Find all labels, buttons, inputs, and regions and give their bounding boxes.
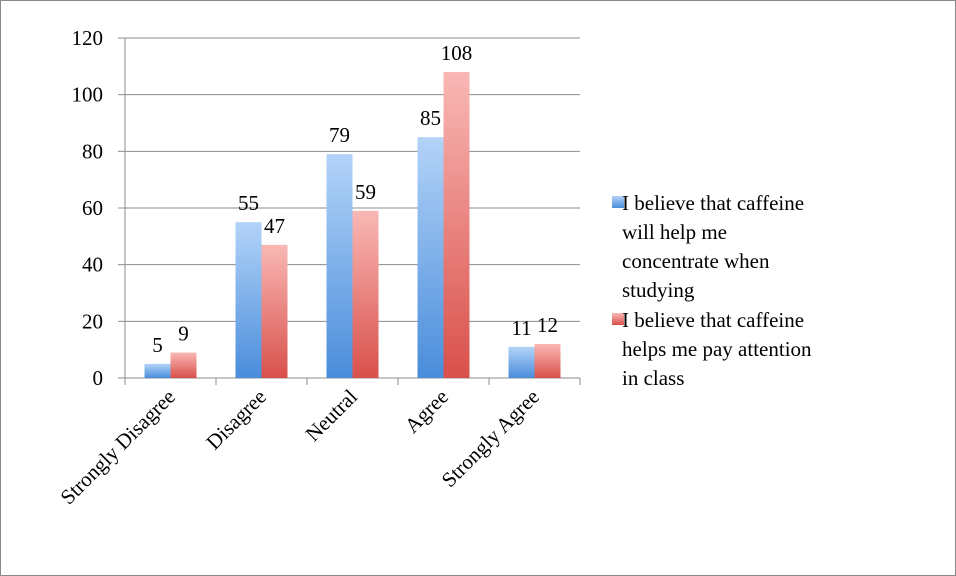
legend-label: I believe that caffeine will help me con…	[622, 191, 805, 302]
legend-swatch	[612, 196, 624, 208]
y-tick-label: 40	[82, 253, 103, 277]
y-tick-label: 100	[72, 83, 104, 107]
y-tick-label: 120	[72, 26, 104, 50]
legend-label: I believe that caffeine helps me pay att…	[622, 308, 812, 390]
x-tick-label: Agree	[400, 385, 453, 438]
data-label: 55	[238, 191, 259, 215]
bar	[326, 154, 353, 378]
data-label: 79	[329, 123, 350, 147]
bar	[534, 344, 561, 378]
y-tick-label: 80	[82, 139, 103, 163]
x-tick-label: Strongly Agree	[437, 385, 544, 492]
bar	[417, 137, 444, 378]
data-label: 9	[178, 322, 189, 346]
bar	[235, 222, 262, 378]
bar	[352, 210, 379, 378]
data-label: 59	[355, 180, 376, 204]
bar	[261, 244, 288, 378]
y-tick-label: 20	[82, 309, 103, 333]
bar	[170, 352, 197, 378]
data-label: 12	[537, 313, 558, 337]
data-label: 108	[441, 41, 473, 65]
x-tick-label: Neutral	[301, 384, 363, 446]
legend-swatch	[612, 313, 624, 325]
bar	[443, 72, 470, 378]
x-tick-label: Strongly Disagree	[55, 385, 180, 510]
data-label: 47	[264, 214, 285, 238]
x-tick-label: Disagree	[201, 385, 271, 455]
data-label: 11	[511, 316, 531, 340]
bar	[144, 363, 171, 378]
data-label: 5	[152, 333, 163, 357]
bar	[508, 346, 535, 378]
y-tick-label: 60	[82, 196, 103, 220]
y-tick-label: 0	[93, 366, 104, 390]
data-label: 85	[420, 106, 441, 130]
